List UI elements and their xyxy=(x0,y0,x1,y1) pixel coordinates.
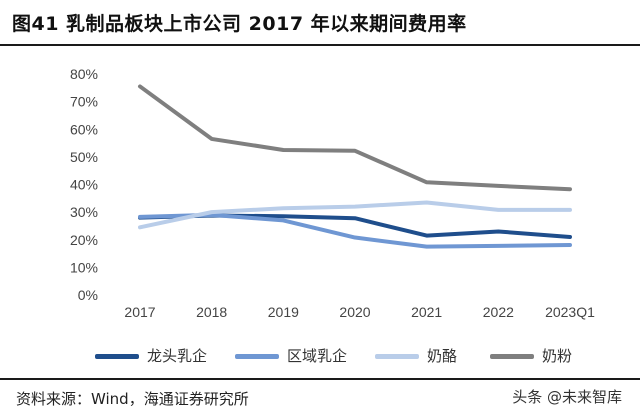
watermark: 头条 @未来智库 xyxy=(512,386,622,407)
series-lines xyxy=(140,86,570,246)
legend-swatch-series-1 xyxy=(95,354,139,359)
legend: 龙头乳企 区域乳企 奶酪 奶粉 xyxy=(0,340,640,370)
x-tick-label: 2018 xyxy=(196,304,227,320)
x-axis: 2017 2018 2019 2020 2021 2022 2023Q1 xyxy=(124,304,595,320)
y-axis: 0% 10% 20% 30% 40% 50% 60% 70% 80% xyxy=(70,66,98,303)
x-tick-label: 2022 xyxy=(483,304,514,320)
y-tick-label: 30% xyxy=(70,204,98,220)
legend-swatch-series-2 xyxy=(235,354,279,359)
y-tick-label: 50% xyxy=(70,149,98,165)
x-tick-label: 2017 xyxy=(124,304,155,320)
series-line-3 xyxy=(140,202,570,227)
y-tick-label: 80% xyxy=(70,66,98,82)
y-tick-label: 10% xyxy=(70,259,98,275)
y-tick-label: 60% xyxy=(70,121,98,137)
title-bar: 图41 乳制品板块上市公司 2017 年以来期间费用率 xyxy=(0,0,640,46)
legend-label-series-2: 区域乳企 xyxy=(287,345,347,366)
legend-label-series-1: 龙头乳企 xyxy=(147,345,207,366)
x-tick-label: 2020 xyxy=(339,304,370,320)
legend-swatch-series-3 xyxy=(375,354,419,359)
y-tick-label: 20% xyxy=(70,232,98,248)
series-line-4 xyxy=(140,86,570,189)
x-tick-label: 2021 xyxy=(411,304,442,320)
x-tick-label: 2023Q1 xyxy=(545,304,595,320)
x-tick-label: 2019 xyxy=(268,304,299,320)
chart-title: 图41 乳制品板块上市公司 2017 年以来期间费用率 xyxy=(12,9,467,36)
source-note: 资料来源：Wind，海通证券研究所 xyxy=(16,388,249,409)
y-tick-label: 70% xyxy=(70,94,98,110)
legend-label-series-3: 奶酪 xyxy=(427,345,457,366)
y-tick-label: 40% xyxy=(70,177,98,193)
y-tick-label: 0% xyxy=(78,287,98,303)
legend-swatch-series-4 xyxy=(490,354,534,359)
footer: 资料来源：Wind，海通证券研究所 头条 @未来智库 xyxy=(0,378,640,420)
legend-label-series-4: 奶粉 xyxy=(542,345,572,366)
series-line-1 xyxy=(140,215,570,237)
